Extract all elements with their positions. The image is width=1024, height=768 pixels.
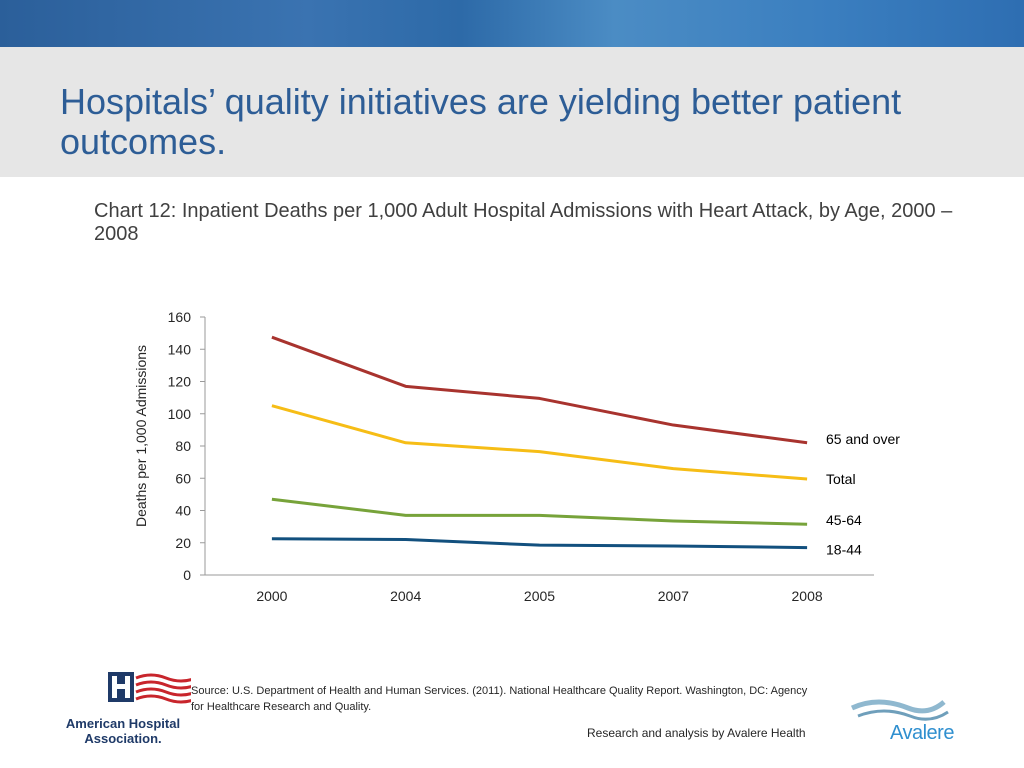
source-note: Source: U.S. Department of Health and Hu… — [191, 685, 808, 713]
y-axis-title: Deaths per 1,000 Admissions — [133, 345, 149, 527]
page-title: Hospitals’ quality initiatives are yield… — [60, 81, 902, 162]
y-tick-label: 0 — [183, 567, 191, 583]
header-banner — [0, 0, 1024, 47]
x-tick-label: 2005 — [524, 588, 555, 604]
y-tick-label: 20 — [175, 535, 191, 551]
series-label: 65 and over — [826, 431, 900, 447]
avalere-logo-icon — [850, 699, 949, 721]
aha-logo-text: American Hospital Association. — [58, 716, 188, 746]
series-line-65-and-over — [271, 335, 808, 445]
x-tick-label: 2000 — [256, 588, 287, 604]
series-label: 45-64 — [826, 512, 862, 528]
aha-name-line2: Association. — [84, 731, 162, 746]
aha-logo-icon — [108, 672, 191, 704]
series-line-total — [271, 404, 808, 481]
x-tick-label: 2004 — [390, 588, 421, 604]
y-tick-label: 80 — [175, 438, 191, 454]
avalere-logo-text: Avalere — [890, 722, 954, 744]
y-tick-label: 120 — [168, 374, 192, 390]
y-tick-label: 100 — [168, 406, 192, 422]
y-tick-label: 40 — [175, 503, 191, 519]
credit-line: Research and analysis by Avalere Health — [587, 726, 806, 740]
series-label: Total — [826, 471, 856, 487]
series-line-18-44 — [271, 537, 808, 550]
y-tick-label: 140 — [168, 341, 192, 357]
chart-title: Chart 12: Inpatient Deaths per 1,000 Adu… — [94, 200, 953, 245]
x-tick-label: 2007 — [658, 588, 689, 604]
x-tick-label: 2008 — [792, 588, 823, 604]
y-tick-label: 160 — [168, 309, 192, 325]
series-label: 18-44 — [826, 542, 862, 558]
title-band — [0, 47, 1024, 177]
series-line-45-64 — [271, 497, 808, 526]
y-tick-label: 60 — [175, 470, 191, 486]
aha-name-line1: American Hospital — [65, 716, 181, 731]
